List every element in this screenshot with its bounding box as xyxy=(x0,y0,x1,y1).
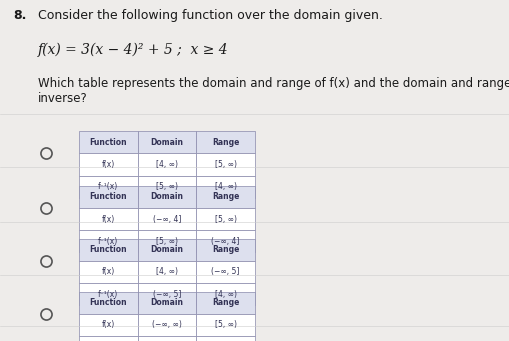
Bar xyxy=(79,336,137,341)
Bar xyxy=(137,176,196,198)
Bar xyxy=(196,176,254,198)
Text: f(x) = 3(x − 4)² + 5 ;  x ≥ 4: f(x) = 3(x − 4)² + 5 ; x ≥ 4 xyxy=(38,43,229,57)
Bar xyxy=(79,239,137,261)
Bar xyxy=(79,314,137,336)
Text: [5, ∞): [5, ∞) xyxy=(156,182,178,191)
Bar xyxy=(137,292,196,314)
Bar xyxy=(137,314,196,336)
Text: f(x): f(x) xyxy=(102,320,115,329)
Bar xyxy=(137,336,196,341)
Text: (−∞, 4]: (−∞, 4] xyxy=(153,214,181,224)
Bar xyxy=(137,230,196,252)
Text: Consider the following function over the domain given.: Consider the following function over the… xyxy=(38,9,382,21)
Bar xyxy=(137,186,196,208)
Bar xyxy=(137,261,196,283)
Text: f(x): f(x) xyxy=(102,214,115,224)
Text: Domain: Domain xyxy=(150,298,183,307)
Bar xyxy=(196,283,254,305)
Bar xyxy=(196,153,254,176)
Text: Function: Function xyxy=(90,298,127,307)
Bar xyxy=(196,336,254,341)
Bar xyxy=(79,230,137,252)
Bar xyxy=(79,153,137,176)
Text: [4, ∞): [4, ∞) xyxy=(214,290,236,299)
Text: [4, ∞): [4, ∞) xyxy=(156,267,178,277)
Text: Range: Range xyxy=(212,138,239,147)
Bar xyxy=(137,153,196,176)
Bar xyxy=(137,283,196,305)
Text: (−∞, 4]: (−∞, 4] xyxy=(211,237,239,246)
Bar xyxy=(79,208,137,230)
Text: Domain: Domain xyxy=(150,192,183,202)
Text: Range: Range xyxy=(212,245,239,254)
Text: Range: Range xyxy=(212,298,239,307)
Text: f⁻¹(x): f⁻¹(x) xyxy=(98,182,118,191)
Text: f⁻¹(x): f⁻¹(x) xyxy=(98,237,118,246)
Text: Function: Function xyxy=(90,192,127,202)
Text: [5, ∞): [5, ∞) xyxy=(214,160,236,169)
Text: [4, ∞): [4, ∞) xyxy=(214,182,236,191)
Bar xyxy=(196,292,254,314)
Text: Domain: Domain xyxy=(150,245,183,254)
Bar xyxy=(196,131,254,153)
Text: Which table represents the domain and range of f(x) and the domain and range of : Which table represents the domain and ra… xyxy=(38,77,509,105)
Text: Range: Range xyxy=(212,192,239,202)
Bar xyxy=(137,239,196,261)
Text: Domain: Domain xyxy=(150,138,183,147)
Bar xyxy=(79,283,137,305)
Text: f⁻¹(x): f⁻¹(x) xyxy=(98,290,118,299)
Bar xyxy=(79,131,137,153)
Text: (−∞, ∞): (−∞, ∞) xyxy=(152,320,182,329)
Text: [4, ∞): [4, ∞) xyxy=(156,160,178,169)
Bar xyxy=(196,208,254,230)
Text: [5, ∞): [5, ∞) xyxy=(214,320,236,329)
Text: 8.: 8. xyxy=(13,9,26,21)
Text: f(x): f(x) xyxy=(102,160,115,169)
Bar xyxy=(196,314,254,336)
Text: [5, ∞): [5, ∞) xyxy=(214,214,236,224)
Text: (−∞, 5]: (−∞, 5] xyxy=(211,267,239,277)
Bar xyxy=(79,292,137,314)
Bar xyxy=(196,239,254,261)
Bar xyxy=(137,131,196,153)
Bar xyxy=(137,208,196,230)
Text: Function: Function xyxy=(90,138,127,147)
Text: f(x): f(x) xyxy=(102,267,115,277)
Bar xyxy=(196,261,254,283)
Bar xyxy=(79,176,137,198)
Text: (−∞, 5]: (−∞, 5] xyxy=(153,290,181,299)
Bar xyxy=(79,261,137,283)
Bar xyxy=(196,230,254,252)
Text: [5, ∞): [5, ∞) xyxy=(156,237,178,246)
Bar xyxy=(196,186,254,208)
Text: Function: Function xyxy=(90,245,127,254)
Bar xyxy=(79,186,137,208)
